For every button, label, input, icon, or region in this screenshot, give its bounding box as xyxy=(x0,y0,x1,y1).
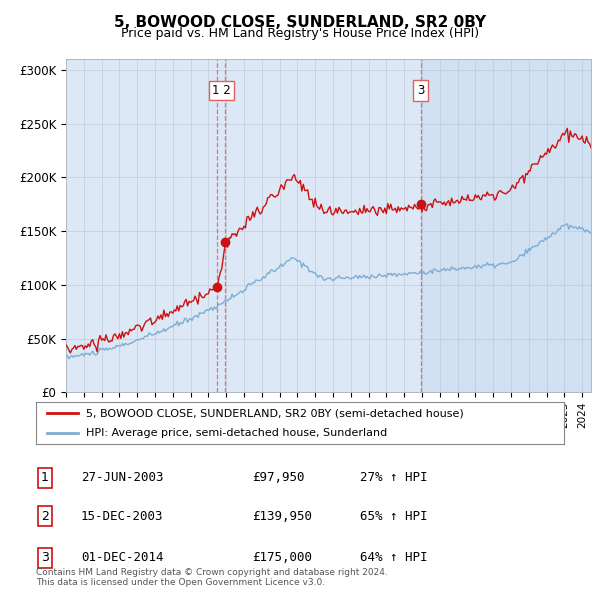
Text: 27-JUN-2003: 27-JUN-2003 xyxy=(81,471,163,484)
Text: 64% ↑ HPI: 64% ↑ HPI xyxy=(360,551,427,564)
Text: 27% ↑ HPI: 27% ↑ HPI xyxy=(360,471,427,484)
Text: 5, BOWOOD CLOSE, SUNDERLAND, SR2 0BY (semi-detached house): 5, BOWOOD CLOSE, SUNDERLAND, SR2 0BY (se… xyxy=(86,408,464,418)
Text: HPI: Average price, semi-detached house, Sunderland: HPI: Average price, semi-detached house,… xyxy=(86,428,388,438)
Text: £139,950: £139,950 xyxy=(252,510,312,523)
Text: £97,950: £97,950 xyxy=(252,471,305,484)
Text: 15-DEC-2003: 15-DEC-2003 xyxy=(81,510,163,523)
Text: 01-DEC-2014: 01-DEC-2014 xyxy=(81,551,163,564)
Text: £175,000: £175,000 xyxy=(252,551,312,564)
Text: 1 2: 1 2 xyxy=(212,84,230,97)
Text: 1: 1 xyxy=(41,471,49,484)
Text: Contains HM Land Registry data © Crown copyright and database right 2024.
This d: Contains HM Land Registry data © Crown c… xyxy=(36,568,388,587)
Text: Price paid vs. HM Land Registry's House Price Index (HPI): Price paid vs. HM Land Registry's House … xyxy=(121,27,479,40)
Text: 3: 3 xyxy=(41,551,49,564)
Text: 2: 2 xyxy=(41,510,49,523)
Bar xyxy=(421,59,591,392)
Text: 65% ↑ HPI: 65% ↑ HPI xyxy=(360,510,427,523)
Text: 5, BOWOOD CLOSE, SUNDERLAND, SR2 0BY: 5, BOWOOD CLOSE, SUNDERLAND, SR2 0BY xyxy=(114,15,486,30)
Text: 3: 3 xyxy=(417,84,424,97)
